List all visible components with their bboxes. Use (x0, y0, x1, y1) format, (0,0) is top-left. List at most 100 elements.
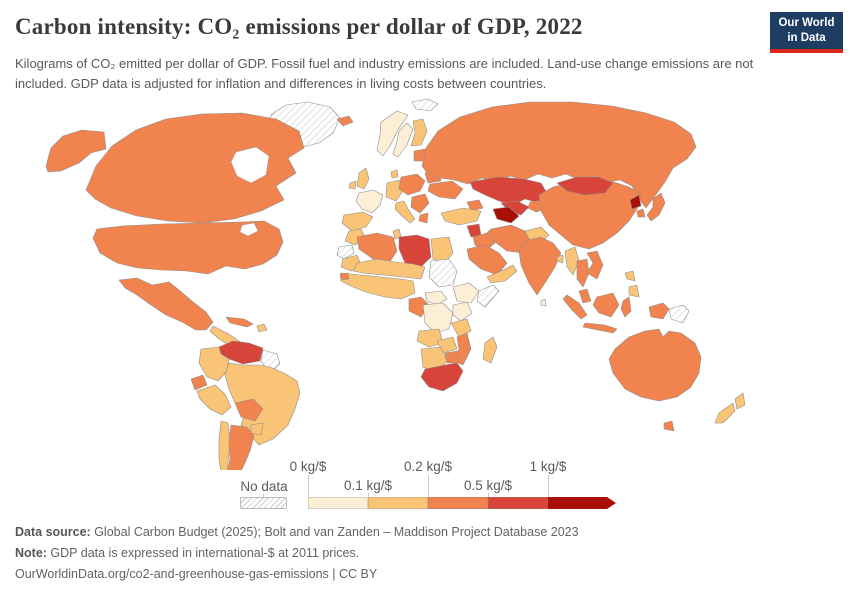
region-malaysia[interactable] (578, 288, 592, 304)
note-line: Note: GDP data is expressed in internati… (15, 543, 835, 564)
region-brazil[interactable] (224, 362, 301, 446)
region-central-african-rep[interactable] (424, 290, 448, 306)
region-alaska[interactable] (45, 129, 107, 173)
region-australia[interactable] (608, 328, 702, 402)
legend-tick-4: 1 kg/$ (529, 459, 567, 474)
region-sulawesi[interactable] (620, 296, 632, 318)
data-source-label: Data source: (15, 525, 91, 539)
region-iceland[interactable] (336, 115, 354, 127)
owid-logo-line2: in Data (787, 31, 826, 44)
legend-swatch-bin2[interactable] (368, 497, 428, 509)
region-sweden[interactable] (392, 122, 414, 158)
region-egypt[interactable] (430, 236, 454, 264)
region-spain[interactable] (341, 211, 374, 232)
no-data-tick (263, 494, 264, 497)
note-text: GDP data is expressed in international-$… (46, 546, 360, 560)
region-uganda-kenya[interactable] (452, 301, 473, 322)
region-philippines[interactable] (628, 284, 640, 298)
region-caucasus[interactable] (466, 199, 484, 212)
owid-logo[interactable]: Our World in Data (770, 12, 843, 53)
page-title: Carbon intensity: CO₂ emissions per doll… (15, 14, 583, 39)
region-bangladesh[interactable] (556, 254, 564, 264)
no-data-label: No data (240, 479, 288, 494)
owid-url-link[interactable]: OurWorldinData.org/co2-and-greenhouse-ga… (15, 567, 378, 581)
region-west-papua[interactable] (648, 302, 670, 320)
no-data-swatch[interactable] (240, 497, 287, 509)
region-borneo[interactable] (592, 292, 620, 318)
region-central-europe[interactable] (398, 173, 426, 196)
region-north-korea[interactable] (629, 194, 642, 210)
region-paraguay[interactable] (250, 422, 264, 436)
region-western-sahara[interactable] (336, 244, 355, 260)
region-senegal[interactable] (339, 272, 350, 281)
legend-tick-2: 0.2 kg/$ (403, 459, 453, 474)
region-south-korea[interactable] (636, 208, 646, 218)
region-saudi-arabia[interactable] (466, 244, 508, 276)
region-angola[interactable] (416, 328, 444, 348)
region-cuba[interactable] (225, 316, 254, 328)
legend-colorbar (308, 497, 616, 509)
region-peru[interactable] (196, 384, 232, 416)
legend-swatch-bin3[interactable] (428, 497, 488, 509)
region-kazakhstan[interactable] (469, 176, 548, 206)
region-italy[interactable] (394, 200, 416, 224)
data-source-text: Global Carbon Budget (2025); Bolt and va… (90, 525, 579, 539)
region-thailand[interactable] (576, 258, 590, 288)
region-west-africa[interactable] (340, 272, 416, 300)
region-balkans[interactable] (410, 193, 430, 214)
legend-tickline (548, 475, 549, 497)
region-tasmania[interactable] (663, 420, 675, 432)
chart-subtitle: Kilograms of CO₂ emitted per dollar of G… (15, 56, 754, 91)
region-algeria[interactable] (356, 232, 398, 264)
region-libya[interactable] (398, 234, 432, 268)
region-bolivia[interactable] (234, 398, 264, 422)
region-japan[interactable] (646, 192, 666, 222)
legend-swatch-bin4[interactable] (488, 497, 548, 509)
hudson-bay (230, 146, 270, 184)
region-turkey[interactable] (440, 207, 482, 226)
region-philippines[interactable] (624, 270, 636, 282)
region-denmark[interactable] (390, 169, 399, 179)
region-turkmenistan[interactable] (492, 206, 520, 224)
region-nz-north[interactable] (734, 392, 746, 410)
region-ireland[interactable] (348, 180, 357, 190)
legend-tickline (368, 493, 369, 497)
region-svalbard[interactable] (411, 98, 439, 112)
region-yemen-oman[interactable] (486, 264, 518, 284)
region-ecuador[interactable] (190, 374, 208, 391)
region-uk[interactable] (356, 167, 370, 190)
legend-swatch-bin1[interactable] (308, 497, 368, 509)
region-nz-south[interactable] (714, 402, 736, 424)
world-map (0, 90, 850, 483)
region-sudan[interactable] (428, 258, 458, 288)
region-greece[interactable] (418, 212, 429, 224)
legend-tick-1: 0.1 kg/$ (343, 478, 393, 493)
region-germany[interactable] (385, 179, 404, 202)
region-papua-new-guinea[interactable] (668, 304, 690, 324)
region-sumatra[interactable] (562, 294, 588, 320)
region-java[interactable] (582, 322, 618, 334)
legend-swatch-bin5[interactable] (548, 497, 616, 509)
legend-tick-0: 0 kg/$ (289, 459, 327, 474)
region-somalia[interactable] (476, 284, 500, 308)
region-tanzania[interactable] (450, 318, 472, 338)
region-india[interactable] (518, 236, 562, 296)
region-hispaniola[interactable] (256, 323, 268, 333)
region-mongolia[interactable] (556, 176, 614, 196)
region-mexico[interactable] (118, 277, 214, 331)
region-ethiopia[interactable] (452, 282, 480, 304)
region-myanmar[interactable] (564, 246, 580, 276)
region-norway[interactable] (376, 110, 409, 157)
region-drc[interactable] (422, 302, 454, 334)
region-madagascar[interactable] (482, 336, 498, 364)
region-ukraine[interactable] (427, 180, 464, 200)
region-south-africa[interactable] (420, 362, 464, 392)
region-france[interactable] (355, 189, 384, 214)
region-sri-lanka[interactable] (540, 298, 547, 307)
region-indochina[interactable] (586, 250, 604, 280)
region-canada[interactable] (85, 112, 305, 224)
region-finland[interactable] (410, 118, 428, 147)
region-sahel-belt[interactable] (352, 258, 426, 280)
region-usa[interactable] (92, 220, 284, 275)
